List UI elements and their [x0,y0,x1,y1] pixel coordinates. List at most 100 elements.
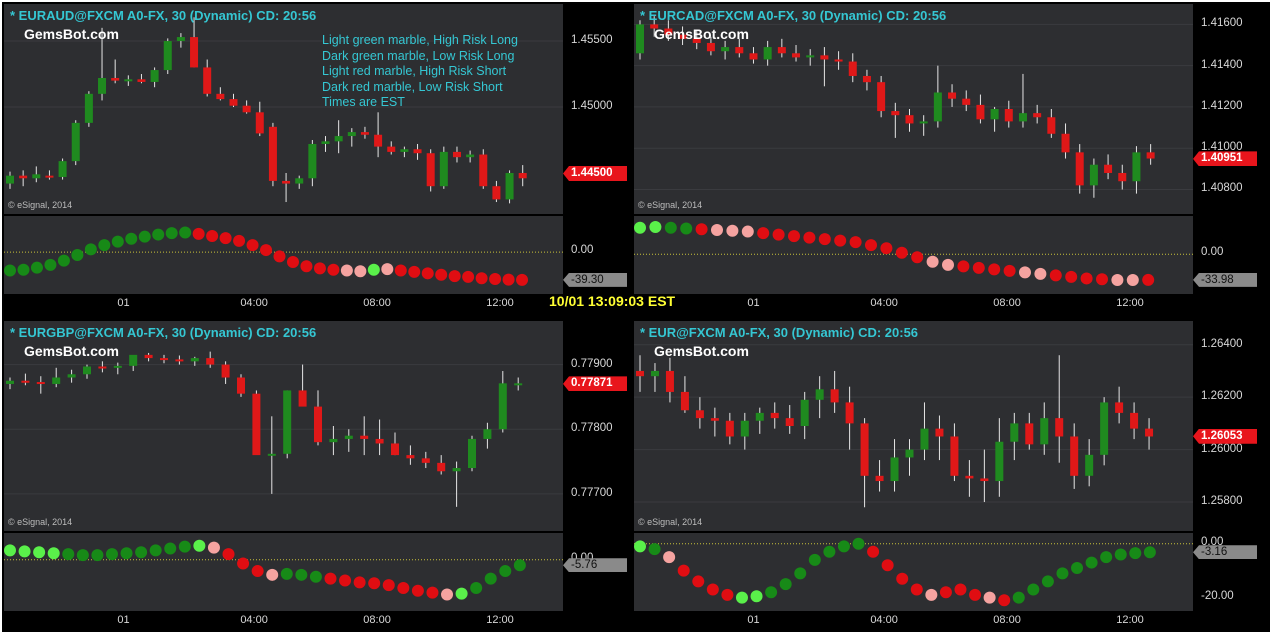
marble [47,547,60,560]
chart-panel-3[interactable]: 1.26400 1.26200 1.26000 1.25800 1.26053 * EUR… [634,321,1259,629]
marble [677,564,690,577]
price-axis[interactable]: 0.77900 0.77800 0.77700 0.77871 [563,321,629,531]
candle-body [124,79,133,82]
marble [164,542,177,555]
candle-body [740,420,749,437]
oscillator-axis[interactable]: 0.00 -20.00 -3.16 [1193,533,1259,611]
marble [706,583,719,596]
candle-body [347,132,356,137]
marble [411,584,424,597]
marble [692,575,705,588]
marble [834,234,847,247]
marble [149,544,162,557]
oscillator-axis[interactable]: 0.00 -5.76 [563,533,629,611]
price-tick-label: 1.41600 [1201,17,1243,30]
oscillator-tick-label: -20.00 [1201,589,1234,602]
price-axis[interactable]: 1.41600 1.41400 1.41200 1.41000 1.40800 1.409… [1193,4,1259,214]
marble [925,588,938,601]
candle-body [710,418,719,421]
chart-panel-2[interactable]: 0.77900 0.77800 0.77700 0.77871 * EURGBP@FXC… [4,321,629,629]
marble [779,578,792,591]
marble [44,258,57,271]
candle-body [479,154,488,187]
price-pane[interactable] [4,321,563,531]
marble [206,229,219,242]
marble [849,236,862,249]
marble [513,559,526,572]
candle-body [1047,117,1056,134]
marble [33,546,46,559]
time-tick-label: 04:00 [240,297,268,309]
price-pane[interactable] [634,321,1193,531]
candle-body [329,438,338,443]
last-price-marker: 1.44500 [563,166,627,181]
candle-body [19,175,28,179]
copyright-label: © eSignal, 2014 [8,517,73,527]
marble [1129,547,1142,560]
chart-panel-0[interactable]: 1.45500 1.45000 1.44500 * EURAUD@FXCM A0-FX… [4,4,629,312]
marble [324,572,337,585]
oscillator-pane[interactable] [634,216,1193,294]
candle-body [252,393,261,456]
marble [138,230,151,243]
price-pane[interactable] [4,4,563,214]
marble [327,263,340,276]
chart-panel-1[interactable]: 1.41600 1.41400 1.41200 1.41000 1.40800 1.409… [634,4,1259,312]
candle-body [706,42,715,52]
oscillator-pane[interactable] [4,216,563,294]
candle-body [295,178,304,184]
marble [750,590,763,603]
candle-body [6,175,14,184]
marble [30,261,43,274]
candle-body [255,112,264,134]
oscillator-axis[interactable]: 0.00 -39.30 [563,216,629,294]
legend-line: Light green marble, High Risk Long [322,33,518,47]
marble [381,263,394,276]
candle-body [845,402,854,424]
brand-watermark: GemsBot.com [24,26,119,42]
oscillator-pane[interactable] [4,533,563,611]
marble [865,239,877,252]
marble [837,540,850,553]
marble [1080,272,1093,285]
last-price-marker: 1.40951 [1193,151,1257,167]
price-tick-label: 1.26400 [1201,337,1243,350]
candle-body [221,364,230,378]
oscillator-pane[interactable] [634,533,1193,611]
candle-body [58,161,67,177]
marble [165,227,178,240]
marble [808,553,821,566]
candle-body [749,53,758,60]
price-chart [634,16,1193,198]
price-pane[interactable] [634,4,1193,214]
candle-body [1115,402,1124,413]
candle-body [1118,172,1127,182]
time-tick-label: 08:00 [993,614,1021,626]
marble [867,545,880,558]
marble [367,263,380,276]
price-axis[interactable]: 1.45500 1.45000 1.44500 [563,4,629,214]
chart-title: * EUR@FXCM A0-FX, 30 (Dynamic) CD: 20:56 [640,325,919,340]
candle-body [664,28,673,35]
candle-body [692,38,701,43]
marble [192,227,205,240]
candle-body [406,455,415,459]
marble [502,273,515,286]
marble [1019,266,1031,279]
candle-body [45,175,54,178]
brand-watermark: GemsBot.com [654,26,749,42]
candle-body [98,366,107,369]
marble [957,260,970,273]
candle-body [6,380,14,384]
candle-body [518,173,527,179]
price-tick-label: 1.41200 [1201,99,1243,112]
marble [120,547,133,560]
oscillator-axis[interactable]: 0.00 -33.98 [1193,216,1259,294]
marble [125,232,138,245]
marble [179,226,192,239]
candle-body [160,358,168,361]
marble [695,223,708,236]
candle-body [933,92,942,122]
marble [1100,551,1113,564]
price-axis[interactable]: 1.26400 1.26200 1.26000 1.25800 1.26053 [1193,321,1259,531]
